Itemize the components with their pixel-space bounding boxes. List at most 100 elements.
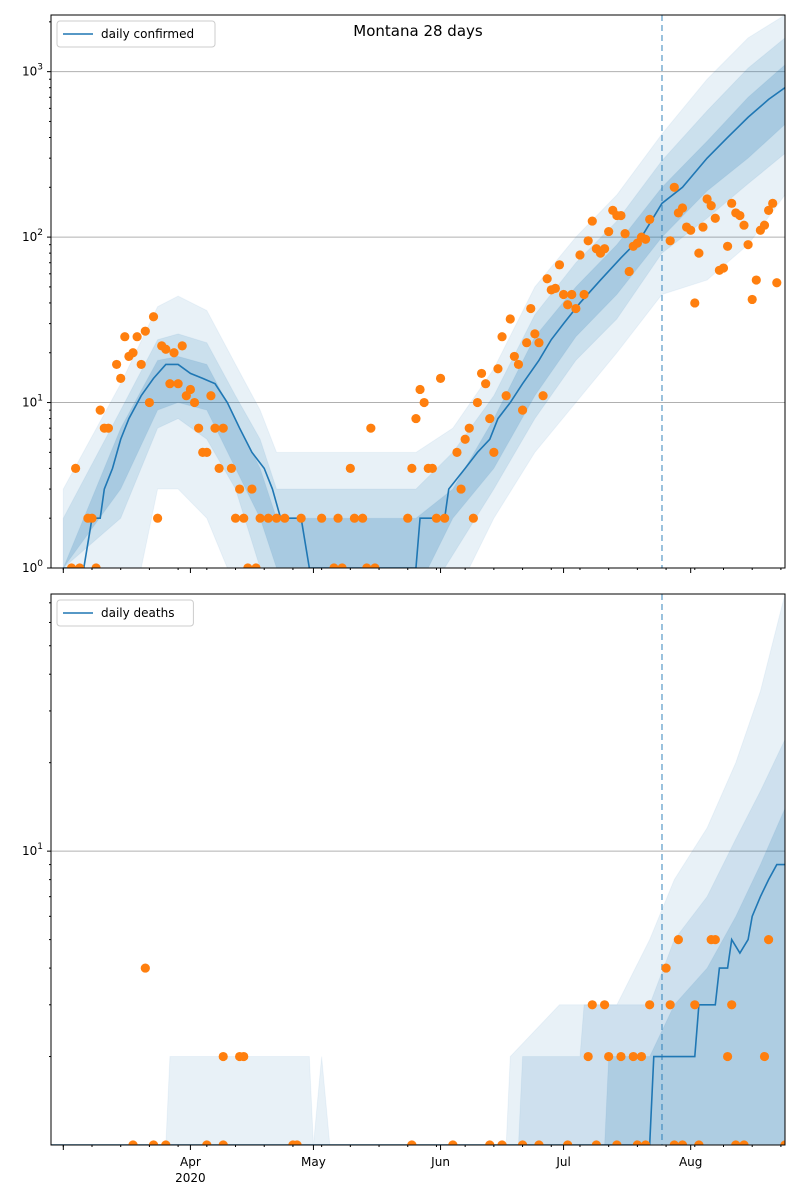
observed-point	[75, 563, 85, 568]
uncertainty-band-1	[62, 64, 785, 568]
observed-point	[202, 447, 212, 457]
observed-point	[522, 338, 532, 348]
observed-point	[247, 484, 257, 494]
observed-point	[665, 236, 675, 246]
observed-point	[485, 1140, 495, 1145]
observed-point	[153, 513, 163, 523]
observed-point	[419, 397, 429, 408]
observed-point	[591, 1140, 601, 1145]
axis-frame	[50, 593, 786, 1146]
observed-point	[189, 397, 200, 408]
y-tick-label: 103	[22, 63, 43, 79]
observed-point	[435, 373, 446, 383]
observed-point	[571, 303, 581, 314]
observed-point	[210, 423, 220, 433]
legend: daily confirmed	[56, 20, 216, 48]
observed-point	[677, 1140, 688, 1145]
observed-point	[669, 182, 679, 192]
observed-point	[202, 1140, 212, 1145]
observed-point	[583, 236, 593, 246]
observed-point	[534, 338, 544, 348]
observed-point	[493, 364, 503, 374]
observed-point	[727, 198, 737, 208]
observed-point	[128, 1140, 138, 1145]
observed-point	[624, 266, 634, 277]
observed-point	[239, 513, 249, 523]
observed-point	[415, 384, 425, 395]
observed-point	[567, 289, 577, 300]
chart-title: Montana 28 days	[353, 22, 483, 40]
observed-point	[427, 463, 437, 473]
observed-point	[763, 205, 774, 216]
y-tick-label: 101	[22, 394, 43, 410]
observed-point	[706, 201, 716, 211]
observed-point	[530, 329, 540, 339]
observed-point	[177, 341, 187, 351]
observed-point	[206, 391, 216, 401]
observed-point	[780, 1140, 785, 1145]
observed-point	[255, 513, 265, 523]
observed-point	[526, 303, 536, 314]
observed-point	[144, 397, 155, 408]
observed-point	[677, 203, 688, 213]
observed-point	[243, 563, 253, 568]
observed-point	[739, 220, 749, 230]
observed-point	[407, 1140, 417, 1145]
observed-point	[337, 563, 347, 568]
observed-point	[345, 463, 355, 473]
observed-point	[489, 447, 499, 457]
observed-point	[690, 1000, 700, 1010]
observed-point	[768, 198, 778, 208]
observed-point	[468, 513, 478, 523]
observed-point	[448, 1140, 458, 1145]
observed-point	[218, 1140, 228, 1145]
observed-point	[464, 423, 474, 433]
observed-point	[587, 216, 597, 226]
observed-point	[743, 240, 753, 250]
observed-point	[148, 312, 159, 322]
observed-point	[772, 278, 782, 288]
observed-point	[517, 1140, 528, 1145]
observed-point	[140, 963, 150, 973]
x-tick-label: May	[301, 1155, 326, 1169]
observed-point	[722, 1051, 733, 1062]
observed-point	[550, 283, 560, 293]
observed-point	[103, 423, 114, 433]
observed-point	[751, 275, 761, 285]
observed-point	[358, 513, 368, 523]
observed-point	[452, 447, 462, 457]
observed-point	[239, 1051, 249, 1062]
uncertainty-band-1	[51, 808, 785, 1145]
observed-point	[370, 563, 380, 568]
observed-point	[403, 513, 413, 523]
observed-point	[71, 463, 81, 473]
observed-point	[214, 463, 224, 473]
x-tick-label: Apr	[180, 1155, 201, 1169]
observed-point	[329, 563, 339, 568]
observed-point	[271, 513, 282, 523]
observed-point	[485, 413, 495, 424]
observed-point	[226, 463, 237, 473]
median-line	[63, 87, 785, 568]
observed-point	[534, 1140, 544, 1145]
observed-point	[263, 513, 273, 523]
observed-point	[161, 344, 171, 354]
median-line	[51, 863, 785, 1145]
observed-point	[669, 1140, 679, 1145]
observed-point	[317, 513, 327, 523]
observed-point	[87, 513, 97, 523]
observed-point	[95, 405, 105, 415]
observed-point	[235, 484, 245, 494]
observed-point	[640, 1140, 651, 1145]
observed-point	[604, 226, 614, 237]
observed-point	[218, 1051, 228, 1062]
observed-point	[645, 214, 655, 224]
observed-point	[476, 368, 487, 379]
observed-point	[599, 244, 610, 254]
observed-point	[739, 1140, 749, 1145]
observed-point	[185, 384, 196, 395]
axis-frame	[50, 14, 786, 569]
x-tick-label: Jun	[430, 1155, 450, 1169]
observed-point	[538, 391, 548, 401]
